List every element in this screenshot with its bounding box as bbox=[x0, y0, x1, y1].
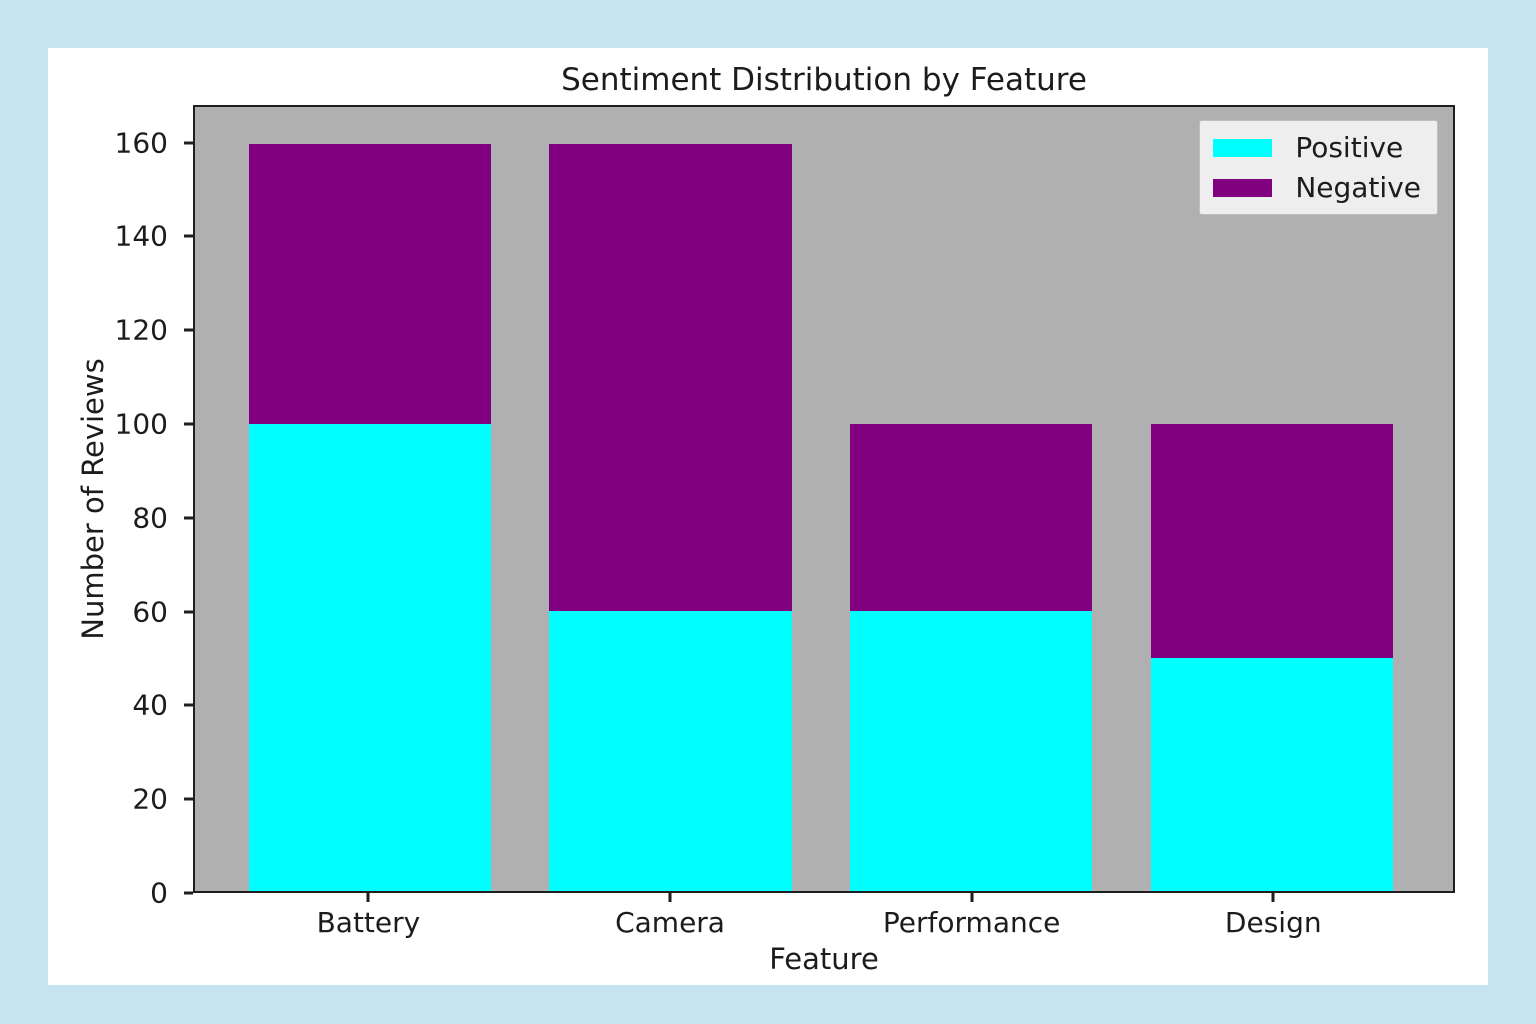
y-tick-mark bbox=[184, 141, 193, 145]
y-tick-label: 100 bbox=[114, 407, 168, 441]
y-axis: 0 20 40 60 80 100 120 140 160 bbox=[48, 105, 193, 910]
y-tick-mark bbox=[184, 610, 193, 614]
y-tick-label: 80 bbox=[132, 501, 168, 535]
x-tick-mark bbox=[668, 893, 672, 902]
chart-title: Sentiment Distribution by Feature bbox=[561, 62, 1087, 98]
legend-entry-negative: Negative bbox=[1213, 171, 1421, 204]
bar-segment-battery-positive bbox=[248, 424, 491, 891]
x-tick-mark bbox=[970, 893, 974, 902]
y-tick-label: 60 bbox=[132, 595, 168, 629]
legend-label-negative: Negative bbox=[1295, 171, 1421, 204]
legend: Positive Negative bbox=[1199, 120, 1438, 215]
y-tick-label: 160 bbox=[114, 126, 168, 160]
bar-segment-battery-negative bbox=[248, 144, 491, 425]
legend-swatch-positive bbox=[1213, 138, 1273, 157]
y-tick-mark bbox=[184, 234, 193, 238]
bar-segment-design-positive bbox=[1150, 657, 1393, 891]
y-tick-label: 120 bbox=[114, 313, 168, 347]
bar-segment-camera-positive bbox=[549, 611, 792, 891]
y-tick-mark bbox=[184, 891, 193, 895]
x-axis-label: Feature bbox=[769, 942, 879, 976]
y-tick-label: 140 bbox=[114, 219, 168, 253]
y-tick-mark bbox=[184, 422, 193, 426]
x-tick-label-camera: Camera bbox=[615, 906, 725, 939]
y-tick-mark bbox=[184, 797, 193, 801]
x-tick-label-performance: Performance bbox=[882, 906, 1061, 939]
bar-segment-design-negative bbox=[1150, 424, 1393, 658]
bar-segment-performance-negative bbox=[850, 424, 1093, 611]
chart-figure: Sentiment Distribution by Feature Number… bbox=[48, 48, 1488, 985]
y-tick-mark bbox=[184, 516, 193, 520]
bar-segment-performance-positive bbox=[850, 611, 1093, 891]
plot-area: Positive Negative bbox=[193, 105, 1455, 893]
legend-entry-positive: Positive bbox=[1213, 131, 1421, 164]
x-tick-label-design: Design bbox=[1224, 906, 1322, 939]
x-axis: Feature Battery Camera Performance Design bbox=[193, 893, 1455, 985]
y-tick-label: 20 bbox=[132, 782, 168, 816]
x-tick-mark bbox=[1271, 893, 1275, 902]
x-tick-mark bbox=[366, 893, 370, 902]
y-tick-mark bbox=[184, 328, 193, 332]
bars-layer bbox=[195, 107, 1453, 891]
y-tick-mark bbox=[184, 703, 193, 707]
legend-label-positive: Positive bbox=[1295, 131, 1404, 164]
y-tick-label: 0 bbox=[150, 876, 168, 910]
x-tick-label-battery: Battery bbox=[316, 906, 421, 939]
y-tick-label: 40 bbox=[132, 688, 168, 722]
bar-segment-camera-negative bbox=[549, 144, 792, 611]
legend-swatch-negative bbox=[1213, 178, 1273, 197]
